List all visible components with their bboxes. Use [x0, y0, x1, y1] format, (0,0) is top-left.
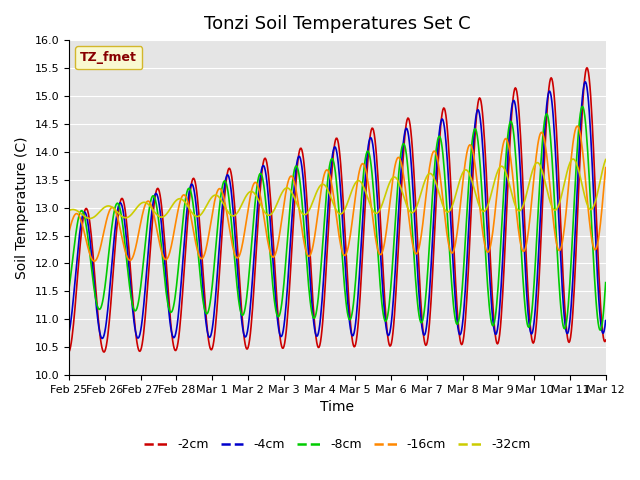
Legend: -2cm, -4cm, -8cm, -16cm, -32cm: -2cm, -4cm, -8cm, -16cm, -32cm	[140, 433, 535, 456]
X-axis label: Time: Time	[321, 400, 355, 414]
Y-axis label: Soil Temperature (C): Soil Temperature (C)	[15, 136, 29, 279]
Title: Tonzi Soil Temperatures Set C: Tonzi Soil Temperatures Set C	[204, 15, 470, 33]
